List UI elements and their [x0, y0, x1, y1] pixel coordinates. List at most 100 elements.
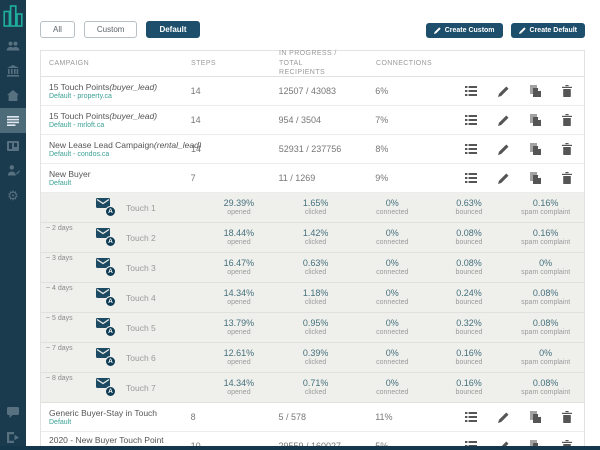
- row-actions: [464, 114, 584, 126]
- touch-delay: ~ 4 days: [46, 285, 73, 292]
- touch-label: Touch 1: [126, 202, 156, 213]
- stat-connected: 0% connected: [376, 347, 409, 366]
- user-edit-icon[interactable]: [0, 158, 26, 183]
- touch-delay: ~ 5 days: [46, 315, 73, 322]
- stat-spam: 0% spam complaint: [521, 257, 571, 276]
- campaign-subtitle: Default - condos.ca: [49, 151, 110, 159]
- filter-default-button[interactable]: Default: [146, 21, 200, 38]
- campaign-cell: 15 Touch Points(buyer_lead) Default - pr…: [41, 77, 191, 105]
- steps-value: 14: [191, 144, 202, 154]
- settings-gear-icon[interactable]: ⚙: [7, 188, 19, 203]
- duplicate-button[interactable]: [529, 411, 541, 423]
- stat-opened: 12.61% opened: [223, 347, 255, 366]
- edit-button[interactable]: [498, 144, 509, 155]
- duplicate-button[interactable]: [529, 172, 541, 184]
- touch-step: A Touch 3: [41, 258, 201, 277]
- app-logo-icon: [3, 5, 23, 27]
- automated-email-icon: A: [96, 258, 116, 277]
- create-default-button[interactable]: Create Default: [510, 23, 585, 38]
- pencil-icon: [518, 27, 526, 34]
- touch-step: A Touch 5: [41, 318, 201, 337]
- edit-button[interactable]: [497, 173, 509, 184]
- stat-bounced: 0.08% bounced: [455, 227, 483, 246]
- stat-spam: 0.08% spam complaint: [521, 377, 571, 396]
- campaign-row[interactable]: New Lease Lead Campaign(rental_lead) Def…: [41, 135, 584, 164]
- stat-clicked: 0.63% clicked: [302, 257, 329, 276]
- touch-label: Touch 4: [126, 292, 156, 303]
- stat-connected: 0% connected: [376, 257, 409, 276]
- touch-row[interactable]: ~ 8 days A Touch 7 14.34% opened 0.71% cli…: [41, 373, 584, 403]
- view-steps-button[interactable]: [464, 412, 477, 422]
- touch-label: Touch 2: [126, 232, 156, 243]
- connections-value: 9%: [375, 173, 389, 183]
- campaign-row[interactable]: 15 Touch Points(buyer_lead) Default - mr…: [41, 106, 584, 135]
- edit-button[interactable]: [497, 86, 509, 97]
- edit-button[interactable]: [497, 412, 509, 423]
- delete-button[interactable]: [562, 143, 572, 155]
- view-steps-button[interactable]: [464, 173, 477, 183]
- toolbar: All Custom Default Create Custom Create …: [40, 21, 585, 38]
- campaign-cell: Generic Buyer-Stay in Touch Default: [41, 403, 191, 431]
- stat-spam: 0% spam complaint: [521, 347, 571, 366]
- touch-row[interactable]: ~ 4 days A Touch 4 14.34% opened 1.18% cli…: [41, 283, 584, 313]
- edit-button[interactable]: [497, 115, 509, 126]
- duplicate-button[interactable]: [529, 114, 541, 126]
- header-in-progress: IN PROGRESS / TOTAL RECIPIENTS: [279, 50, 337, 77]
- touch-step: A Touch 6: [41, 348, 201, 367]
- touch-row[interactable]: ~ 7 days A Touch 6 12.61% opened 0.39% cli…: [41, 343, 584, 373]
- touch-row[interactable]: ~ 5 days A Touch 5 13.79% opened 0.95% cli…: [41, 313, 584, 343]
- sidebar-bottom: [0, 400, 26, 450]
- touch-row[interactable]: ~ 3 days A Touch 3 16.47% opened 0.63% cli…: [41, 253, 584, 283]
- automated-email-icon: A: [96, 198, 116, 217]
- header-steps: STEPS: [191, 60, 216, 67]
- view-steps-button[interactable]: [464, 115, 477, 125]
- stat-clicked: 1.65% clicked: [302, 197, 329, 216]
- touch-row[interactable]: ~ 2 days A Touch 2 18.44% opened 1.42% cli…: [41, 223, 584, 253]
- campaign-row[interactable]: Generic Buyer-Stay in Touch Default 8 5 …: [41, 403, 584, 432]
- view-steps-button[interactable]: [464, 86, 477, 96]
- campaign-subtitle: Default - mrloft.ca: [49, 122, 105, 130]
- campaign-subtitle: Default: [49, 180, 72, 188]
- bottom-bar: [0, 446, 600, 450]
- kanban-card-icon[interactable]: [0, 133, 26, 158]
- recipients-value: 29559 / 160027: [278, 441, 375, 450]
- delete-button[interactable]: [561, 85, 572, 97]
- stat-bounced: 0.16% bounced: [455, 377, 483, 396]
- stat-connected: 0% connected: [376, 317, 409, 336]
- duplicate-button[interactable]: [530, 143, 541, 155]
- campaign-row-expanded[interactable]: New Buyer Default 7 11 / 1269 9%: [41, 164, 584, 193]
- touch-label: Touch 3: [126, 262, 156, 273]
- automation-badge: A: [105, 266, 116, 277]
- stat-clicked: 0.39% clicked: [302, 347, 329, 366]
- community-icon[interactable]: [0, 33, 26, 58]
- campaign-cell: 15 Touch Points(buyer_lead) Default - mr…: [41, 106, 191, 134]
- campaign-list-icon[interactable]: [0, 108, 26, 133]
- filter-all-button[interactable]: All: [40, 21, 75, 38]
- view-steps-button[interactable]: [465, 144, 477, 154]
- stat-bounced: 0.16% bounced: [455, 347, 483, 366]
- delete-button[interactable]: [561, 411, 572, 423]
- delete-button[interactable]: [561, 114, 572, 126]
- filter-group: All Custom Default: [40, 21, 200, 38]
- stat-bounced: 0.24% bounced: [455, 287, 483, 306]
- recipients-value: 5 / 578: [278, 412, 306, 422]
- logout-icon[interactable]: [0, 425, 26, 450]
- connections-value: 6%: [375, 86, 389, 96]
- pencil-icon: [433, 27, 441, 34]
- stat-bounced: 0.63% bounced: [455, 197, 483, 216]
- stat-spam: 0.08% spam complaint: [521, 287, 571, 306]
- filter-custom-button[interactable]: Custom: [83, 21, 138, 38]
- automated-email-icon: A: [96, 288, 116, 307]
- delete-button[interactable]: [561, 172, 572, 184]
- touch-row[interactable]: A Touch 1 29.39% opened 1.65% clicked 0% co…: [41, 193, 584, 223]
- campaign-row[interactable]: 2020 - New Buyer Touch Point Campaign (b…: [41, 432, 584, 450]
- bank-icon[interactable]: [0, 58, 26, 83]
- campaign-row[interactable]: 15 Touch Points(buyer_lead) Default - pr…: [41, 77, 584, 106]
- chat-icon[interactable]: [0, 400, 26, 425]
- create-custom-button[interactable]: Create Custom: [425, 23, 503, 38]
- duplicate-button[interactable]: [529, 85, 541, 97]
- connections-value: 11%: [375, 412, 393, 422]
- steps-value: 8: [190, 412, 196, 422]
- home-icon[interactable]: [0, 83, 26, 108]
- steps-value: 14: [190, 86, 201, 96]
